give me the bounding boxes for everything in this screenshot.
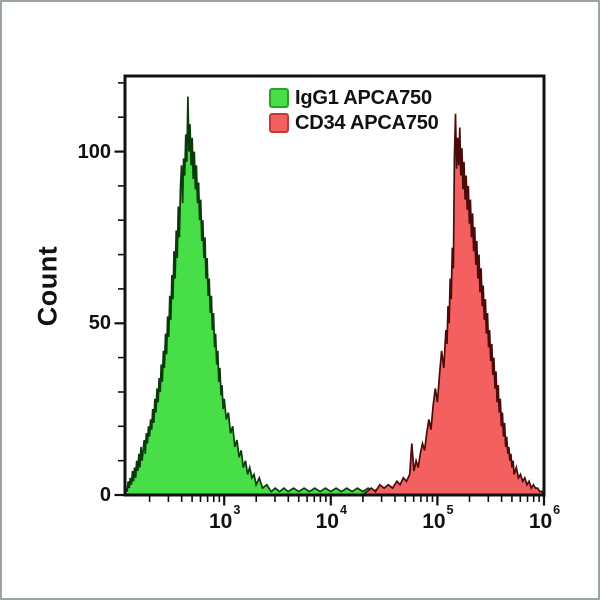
series-area-igg1-apca750 xyxy=(124,96,545,496)
legend-item-cd34: CD34 APCA750 xyxy=(269,111,439,135)
series-area-cd34-apca750 xyxy=(360,113,546,496)
legend: IgG1 APCA750 CD34 APCA750 xyxy=(269,86,439,136)
y-tick-label-100: 100 xyxy=(77,140,111,163)
legend-label-igg1: IgG1 APCA750 xyxy=(295,86,432,109)
x-tick-label-10e4: 104 xyxy=(315,503,347,533)
x-tick-label-10e5: 105 xyxy=(422,503,454,533)
x-tick-label-10e6: 106 xyxy=(528,503,561,533)
y-tick-label-50: 50 xyxy=(88,312,111,335)
axis-ticks xyxy=(114,82,546,506)
plot-frame xyxy=(123,74,546,497)
legend-swatch-green xyxy=(269,88,289,108)
x-tick-label-10e3: 103 xyxy=(208,503,241,533)
legend-swatch-red xyxy=(269,113,289,133)
y-tick-label-0: 0 xyxy=(99,484,111,506)
legend-item-igg1: IgG1 APCA750 xyxy=(269,86,439,110)
legend-label-cd34: CD34 APCA750 xyxy=(295,111,439,134)
